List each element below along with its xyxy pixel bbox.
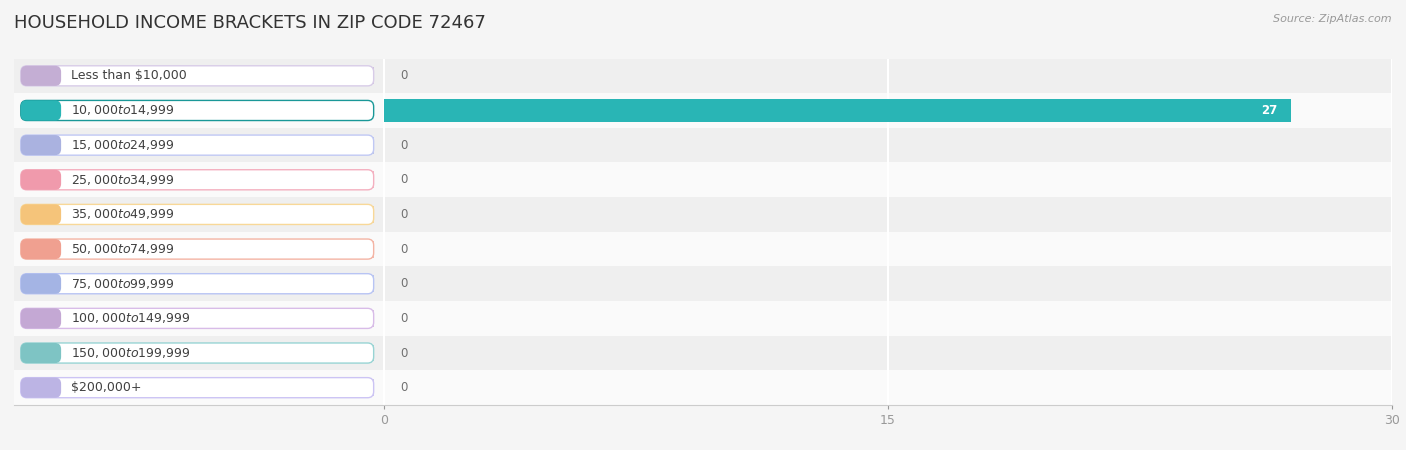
FancyBboxPatch shape — [21, 204, 60, 225]
Bar — [250, 137, 374, 153]
FancyBboxPatch shape — [21, 343, 374, 363]
Text: 0: 0 — [401, 277, 408, 290]
FancyBboxPatch shape — [21, 66, 60, 86]
Text: $100,000 to $149,999: $100,000 to $149,999 — [72, 311, 191, 325]
FancyBboxPatch shape — [21, 274, 60, 294]
Text: 0: 0 — [401, 346, 408, 360]
Text: 0: 0 — [401, 312, 408, 325]
Bar — [250, 206, 374, 223]
Text: $150,000 to $199,999: $150,000 to $199,999 — [72, 346, 191, 360]
Bar — [14, 301, 1392, 336]
FancyBboxPatch shape — [21, 308, 60, 328]
Text: $25,000 to $34,999: $25,000 to $34,999 — [72, 173, 174, 187]
Bar — [14, 93, 1392, 128]
Text: 0: 0 — [401, 173, 408, 186]
Text: Less than $10,000: Less than $10,000 — [72, 69, 187, 82]
FancyBboxPatch shape — [21, 343, 60, 363]
Text: 0: 0 — [401, 381, 408, 394]
Text: 0: 0 — [401, 69, 408, 82]
Bar — [250, 345, 374, 361]
Text: 0: 0 — [401, 208, 408, 221]
FancyBboxPatch shape — [21, 239, 60, 259]
Bar — [250, 241, 374, 257]
FancyBboxPatch shape — [21, 170, 60, 190]
FancyBboxPatch shape — [21, 100, 374, 121]
Text: $200,000+: $200,000+ — [72, 381, 142, 394]
FancyBboxPatch shape — [21, 135, 60, 155]
Text: 0: 0 — [401, 243, 408, 256]
Bar — [250, 310, 374, 327]
Text: HOUSEHOLD INCOME BRACKETS IN ZIP CODE 72467: HOUSEHOLD INCOME BRACKETS IN ZIP CODE 72… — [14, 14, 486, 32]
FancyBboxPatch shape — [21, 378, 374, 398]
Bar — [250, 171, 374, 188]
FancyBboxPatch shape — [21, 308, 374, 328]
FancyBboxPatch shape — [21, 378, 60, 398]
FancyBboxPatch shape — [21, 100, 60, 121]
Bar — [250, 379, 374, 396]
Bar — [250, 68, 374, 84]
FancyBboxPatch shape — [21, 274, 374, 294]
Text: $50,000 to $74,999: $50,000 to $74,999 — [72, 242, 174, 256]
Text: $10,000 to $14,999: $10,000 to $14,999 — [72, 104, 174, 117]
Bar — [14, 266, 1392, 301]
Bar — [250, 275, 374, 292]
Bar — [14, 162, 1392, 197]
Text: $35,000 to $49,999: $35,000 to $49,999 — [72, 207, 174, 221]
Bar — [14, 232, 1392, 266]
Bar — [14, 128, 1392, 162]
Text: 27: 27 — [1261, 104, 1278, 117]
Text: 0: 0 — [401, 139, 408, 152]
Text: Source: ZipAtlas.com: Source: ZipAtlas.com — [1274, 14, 1392, 23]
FancyBboxPatch shape — [21, 239, 374, 259]
Bar — [384, 99, 1291, 122]
Text: $75,000 to $99,999: $75,000 to $99,999 — [72, 277, 174, 291]
Bar — [14, 370, 1392, 405]
Bar — [14, 58, 1392, 93]
Bar — [14, 197, 1392, 232]
FancyBboxPatch shape — [21, 135, 374, 155]
FancyBboxPatch shape — [21, 170, 374, 190]
FancyBboxPatch shape — [21, 66, 374, 86]
Text: $15,000 to $24,999: $15,000 to $24,999 — [72, 138, 174, 152]
FancyBboxPatch shape — [21, 204, 374, 225]
Bar — [14, 336, 1392, 370]
